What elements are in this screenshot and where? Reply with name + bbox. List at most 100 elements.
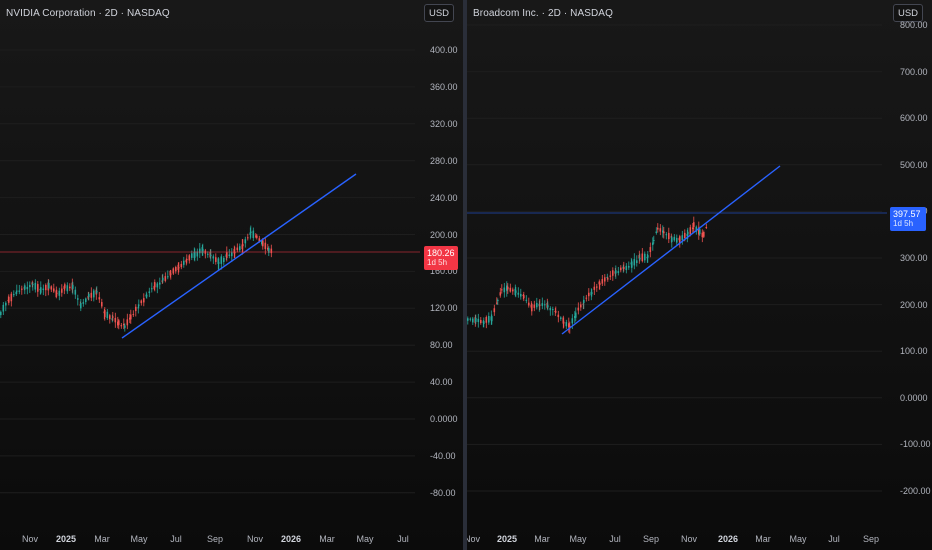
left-candle: [42, 288, 45, 291]
left-candle: [212, 256, 215, 259]
left-candle: [231, 252, 233, 257]
left-candle: [236, 247, 239, 251]
left-candle: [242, 244, 244, 247]
right-candle: [686, 233, 689, 237]
nvda-plot-area[interactable]: [0, 0, 463, 550]
left-candle: [85, 298, 87, 303]
left-candle: [151, 288, 153, 290]
right-price-tick: 0.0000: [900, 392, 928, 403]
right-candle: [615, 270, 617, 274]
left-time-tick: Nov: [21, 534, 39, 544]
right-candle: [628, 266, 630, 268]
right-candle: [580, 304, 582, 308]
left-candle: [69, 286, 71, 289]
left-candle: [247, 237, 249, 239]
left-candle: [124, 325, 126, 328]
left-candle: [186, 258, 188, 260]
nvda-currency-button[interactable]: USD: [424, 4, 454, 22]
left-candle: [210, 254, 212, 256]
left-price-tick: 240.00: [430, 192, 458, 203]
avgo-plot-area[interactable]: [467, 0, 932, 550]
nvda-last-price: 180.26: [427, 248, 455, 258]
nvda-chart-pane[interactable]: NVIDIA Corporation · 2D · NASDAQ USD 400…: [0, 0, 463, 550]
left-candle: [241, 244, 244, 250]
right-time-tick: Mar: [534, 534, 550, 544]
nvda-bar-countdown: 1d 5h: [427, 258, 448, 267]
left-candle: [143, 298, 145, 303]
left-candle: [13, 294, 15, 296]
right-candle: [493, 308, 496, 313]
right-candle: [663, 231, 665, 234]
left-candle: [40, 287, 42, 293]
right-candle: [699, 229, 701, 235]
avgo-currency-button[interactable]: USD: [893, 4, 923, 22]
right-candle: [625, 265, 628, 271]
left-candle: [244, 239, 247, 244]
left-candle: [77, 298, 79, 300]
left-candle: [24, 285, 26, 290]
pane-divider[interactable]: [463, 0, 467, 550]
right-time-tick: Nov: [680, 534, 698, 544]
left-candle: [18, 290, 21, 292]
right-candle: [639, 257, 641, 260]
left-candle: [217, 258, 220, 264]
right-candle: [582, 303, 585, 305]
right-candle: [668, 232, 670, 240]
right-time-tick: Nov: [467, 534, 481, 544]
left-price-tick: 320.00: [430, 118, 458, 129]
right-candle: [501, 289, 503, 291]
left-candle: [29, 284, 31, 288]
avgo-bar-countdown: 1d 5h: [893, 219, 914, 228]
right-candle: [649, 247, 652, 253]
left-price-tick: 200.00: [430, 229, 458, 240]
right-candle: [701, 232, 704, 238]
left-candle: [255, 235, 257, 237]
left-time-tick: May: [356, 534, 374, 544]
right-candle: [601, 279, 604, 284]
right-candle: [644, 253, 646, 261]
right-candle: [506, 285, 508, 291]
right-candle: [483, 321, 485, 325]
left-candle: [137, 307, 140, 309]
left-candle: [154, 282, 156, 288]
left-candle: [167, 276, 169, 278]
left-candle: [104, 310, 106, 318]
nvda-chart-title: NVIDIA Corporation · 2D · NASDAQ: [6, 8, 170, 19]
left-candle: [120, 325, 123, 327]
left-time-tick: May: [130, 534, 148, 544]
right-candle: [577, 307, 580, 311]
right-candle: [665, 234, 668, 236]
right-candle: [547, 305, 549, 308]
left-candle: [118, 320, 120, 325]
right-time-tick: 2025: [496, 534, 518, 544]
right-candle: [525, 299, 528, 301]
right-price-tick: 100.00: [900, 346, 928, 357]
right-candle: [684, 232, 686, 239]
right-price-tick: -100.00: [900, 439, 931, 450]
left-candle: [50, 286, 53, 290]
left-candle: [101, 302, 103, 307]
right-candle: [499, 292, 502, 296]
right-candle: [692, 227, 694, 230]
right-candle: [533, 304, 536, 308]
left-trend-line: [121, 173, 357, 339]
right-candle: [633, 259, 636, 266]
left-candle: [183, 260, 185, 265]
avgo-chart-pane[interactable]: Broadcom Inc. · 2D · NASDAQ USD 800.00 70…: [467, 0, 932, 550]
right-candle: [480, 319, 482, 324]
right-candle: [485, 317, 488, 323]
left-price-tick: 360.00: [430, 81, 458, 92]
left-price-tick: 0.0000: [430, 414, 458, 424]
left-candle: [178, 267, 180, 269]
left-candle: [64, 284, 66, 289]
right-candle: [588, 292, 590, 297]
left-time-tick: 2025: [55, 534, 77, 544]
right-time-tick: Mar: [755, 534, 771, 544]
right-candle: [557, 314, 560, 318]
right-candle: [549, 308, 552, 311]
left-candle: [106, 311, 109, 319]
left-candle: [162, 277, 164, 281]
left-candle: [61, 288, 63, 293]
left-candle: [215, 257, 217, 262]
right-candle: [698, 227, 700, 235]
